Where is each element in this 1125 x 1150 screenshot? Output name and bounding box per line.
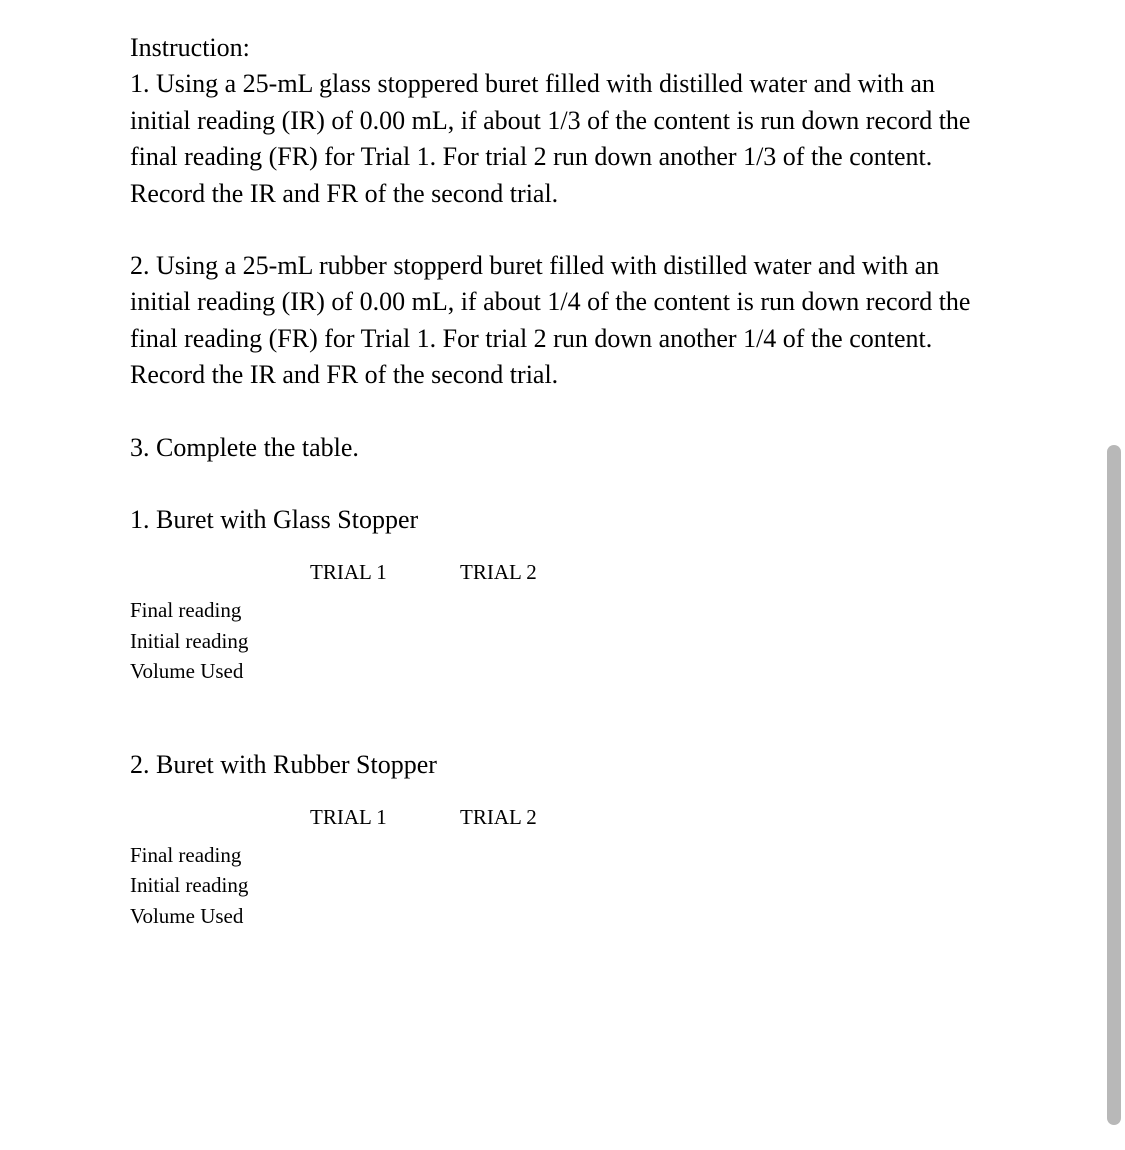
table-1-row-1: Final reading — [130, 595, 995, 625]
document-content: Instruction: 1. Using a 25-mL glass stop… — [0, 0, 1125, 1021]
table-1-row-1-label: Final reading — [130, 595, 310, 625]
table-2-row-3-label: Volume Used — [130, 901, 310, 931]
table-2-row-1-label: Final reading — [130, 840, 310, 870]
table-2-header-trial-2: TRIAL 2 — [460, 805, 610, 830]
table-1-header-spacer — [130, 560, 310, 585]
section-2-title: 2. Buret with Rubber Stopper — [130, 747, 995, 783]
table-2-row-1-cell-2 — [460, 840, 610, 870]
table-2: TRIAL 1 TRIAL 2 Final reading Initial re… — [130, 805, 995, 931]
table-1-row-3: Volume Used — [130, 656, 995, 686]
table-1-row-1-cell-2 — [460, 595, 610, 625]
table-2-row-3-cell-1 — [310, 901, 460, 931]
table-1-header-row: TRIAL 1 TRIAL 2 — [130, 560, 995, 585]
table-1-row-3-label: Volume Used — [130, 656, 310, 686]
table-1-header-trial-1: TRIAL 1 — [310, 560, 460, 585]
scrollbar-thumb[interactable] — [1107, 445, 1121, 1125]
table-2-row-2: Initial reading — [130, 870, 995, 900]
table-2-row-2-label: Initial reading — [130, 870, 310, 900]
instruction-paragraph-2: 2. Using a 25-mL rubber stopperd buret f… — [130, 248, 995, 394]
table-1: TRIAL 1 TRIAL 2 Final reading Initial re… — [130, 560, 995, 686]
section-1-title: 1. Buret with Glass Stopper — [130, 502, 995, 538]
table-2-row-1-cell-1 — [310, 840, 460, 870]
table-2-row-3-cell-2 — [460, 901, 610, 931]
table-1-row-2: Initial reading — [130, 626, 995, 656]
table-2-row-2-cell-2 — [460, 870, 610, 900]
table-2-header-spacer — [130, 805, 310, 830]
table-2-header-row: TRIAL 1 TRIAL 2 — [130, 805, 995, 830]
table-2-header-trial-1: TRIAL 1 — [310, 805, 460, 830]
instruction-paragraph-1: 1. Using a 25-mL glass stoppered buret f… — [130, 66, 995, 212]
table-1-row-1-cell-1 — [310, 595, 460, 625]
table-1-row-2-label: Initial reading — [130, 626, 310, 656]
table-1-row-2-cell-1 — [310, 626, 460, 656]
table-2-row-2-cell-1 — [310, 870, 460, 900]
scrollbar-track[interactable] — [1107, 0, 1121, 1150]
table-1-header-trial-2: TRIAL 2 — [460, 560, 610, 585]
table-1-row-2-cell-2 — [460, 626, 610, 656]
table-1-row-3-cell-1 — [310, 656, 460, 686]
instruction-heading: Instruction: — [130, 30, 995, 66]
table-2-row-1: Final reading — [130, 840, 995, 870]
table-1-row-3-cell-2 — [460, 656, 610, 686]
table-2-row-3: Volume Used — [130, 901, 995, 931]
instruction-paragraph-3: 3. Complete the table. — [130, 430, 995, 466]
